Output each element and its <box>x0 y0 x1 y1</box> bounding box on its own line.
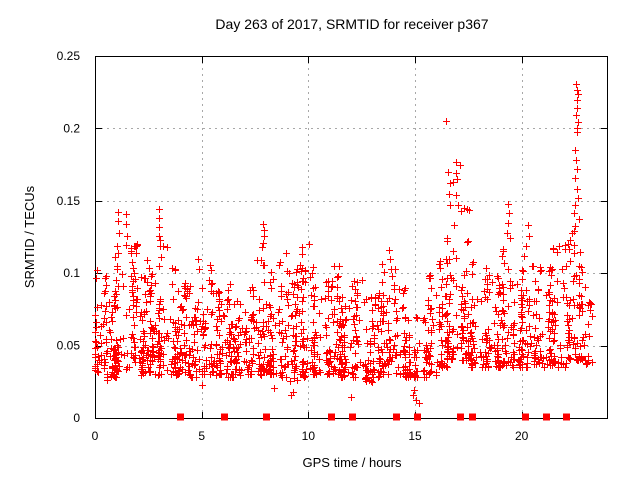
scatter-points <box>92 81 596 407</box>
y-tick-label: 0.25 <box>57 49 81 63</box>
y-tick-label: 0.05 <box>57 339 81 353</box>
y-tick-labels: 0 0.05 0.1 0.15 0.2 0.25 <box>57 49 81 425</box>
x-tick-label: 15 <box>408 429 422 443</box>
y-tick-label: 0.1 <box>63 266 80 280</box>
y-tick-label: 0.15 <box>57 194 81 208</box>
chart-title: Day 263 of 2017, SRMTID for receiver p36… <box>215 16 489 32</box>
x-tick-label: 0 <box>92 429 99 443</box>
x-tick-label: 10 <box>302 429 316 443</box>
baseline-flag-points <box>177 413 570 421</box>
x-tick-label: 20 <box>515 429 529 443</box>
x-tick-label: 5 <box>198 429 205 443</box>
y-tick-label: 0 <box>73 411 80 425</box>
y-tick-label: 0.2 <box>63 121 80 135</box>
x-tick-labels: 0 5 10 15 20 <box>92 429 529 443</box>
x-axis-label: GPS time / hours <box>302 455 402 470</box>
